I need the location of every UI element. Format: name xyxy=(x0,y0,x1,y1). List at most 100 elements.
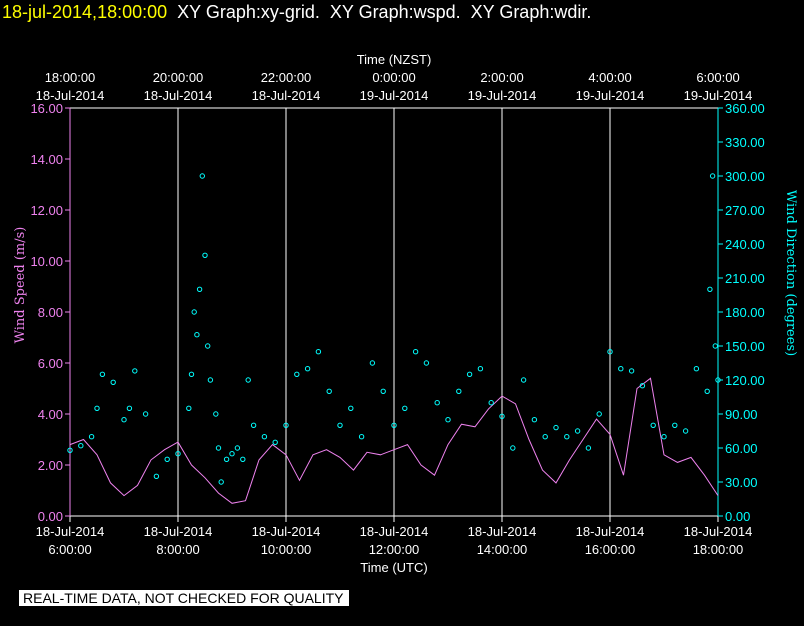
wind-direction-point xyxy=(99,371,106,377)
chart-header: 18-jul-2014,18:00:00 XY Graph:xy-grid. XY … xyxy=(0,0,804,30)
wind-direction-point xyxy=(126,405,133,411)
right-tick-label: 210.00 xyxy=(725,271,765,286)
right-tick-label: 270.00 xyxy=(725,203,765,218)
wind-direction-point xyxy=(553,424,559,431)
wind-direction-point xyxy=(661,434,667,440)
right-tick-label: 0.00 xyxy=(725,509,750,524)
wind-direction-point xyxy=(596,411,602,417)
right-tick-label: 60.00 xyxy=(725,441,758,456)
header-graph-1: XY Graph:xy-grid. xyxy=(177,2,320,22)
right-tick-label: 240.00 xyxy=(725,237,765,252)
top-tick-date: 18-Jul-2014 xyxy=(144,88,213,103)
bottom-tick-time: 16:00:00 xyxy=(585,542,636,557)
wind-direction-point xyxy=(234,445,241,451)
wind-direction-point xyxy=(358,434,365,440)
bottom-axis-label: Time (UTC) xyxy=(360,560,427,575)
top-tick-date: 19-Jul-2014 xyxy=(360,88,429,103)
top-tick-date: 18-Jul-2014 xyxy=(36,88,105,103)
bottom-tick-time: 10:00:00 xyxy=(261,542,312,557)
top-tick-date: 19-Jul-2014 xyxy=(684,88,753,103)
top-tick-time: 22:00:00 xyxy=(261,70,312,85)
wind-direction-point xyxy=(191,309,197,315)
wind-direction-point xyxy=(283,422,289,428)
wind-direction-point xyxy=(639,383,646,389)
wind-direction-point xyxy=(78,443,84,449)
left-axis-ticks: 0.00 2.00 4.00 6.00 8.00 10.00 12.00 14.00 16.00 xyxy=(30,101,70,524)
wind-direction-point xyxy=(672,422,678,428)
wind-direction-point xyxy=(391,422,397,428)
bottom-axis-ticks: 18-Jul-2014 6:00:00 18-Jul-2014 8:00:00 18-J… xyxy=(36,516,753,557)
wind-direction-point xyxy=(607,349,613,355)
left-tick-label: 12.00 xyxy=(30,203,63,218)
wind-direction-point xyxy=(194,332,200,338)
wind-direction-point xyxy=(153,473,160,479)
top-tick-time: 4:00:00 xyxy=(588,70,631,85)
wind-direction-point xyxy=(175,451,181,457)
wind-direction-point xyxy=(199,173,206,179)
wind-speed-series xyxy=(69,377,719,504)
wind-direction-point xyxy=(380,388,386,394)
bottom-tick-date: 18-Jul-2014 xyxy=(252,524,321,539)
wind-direction-point xyxy=(121,417,127,423)
bottom-tick-time: 18:00:00 xyxy=(693,542,744,557)
left-tick-label: 2.00 xyxy=(38,458,63,473)
wind-direction-point xyxy=(218,479,224,485)
wind-direction-point xyxy=(67,447,73,453)
left-tick-label: 8.00 xyxy=(38,305,63,320)
bottom-tick-time: 12:00:00 xyxy=(369,542,420,557)
wind-direction-point xyxy=(456,388,462,394)
left-tick-label: 0.00 xyxy=(38,509,63,524)
wind-direction-point xyxy=(712,343,718,349)
wind-direction-point xyxy=(294,371,300,377)
left-tick-label: 14.00 xyxy=(30,152,63,167)
wind-direction-point xyxy=(202,252,208,259)
wind-direction-point xyxy=(628,368,635,374)
wind-direction-point xyxy=(261,434,268,440)
top-tick-date: 18-Jul-2014 xyxy=(252,88,321,103)
wind-direction-point xyxy=(707,286,713,292)
wind-direction-point xyxy=(315,349,322,355)
wind-direction-point xyxy=(348,405,354,411)
wind-direction-point xyxy=(650,422,656,428)
bottom-tick-date: 18-Jul-2014 xyxy=(468,524,537,539)
wind-direction-point xyxy=(510,445,516,451)
wind-direction-point xyxy=(466,371,473,377)
left-axis-label: Wind Speed (m/s) xyxy=(13,227,28,344)
wind-direction-point xyxy=(110,379,116,385)
bottom-tick-date: 18-Jul-2014 xyxy=(576,524,645,539)
bottom-tick-date: 18-Jul-2014 xyxy=(36,524,105,539)
wind-direction-point xyxy=(531,417,538,423)
wind-direction-point xyxy=(186,405,192,411)
top-tick-time: 18:00:00 xyxy=(45,70,96,85)
wind-direction-point xyxy=(520,377,527,383)
wind-direction-point xyxy=(585,445,592,451)
header-graph-2: XY Graph:wspd. xyxy=(329,2,461,22)
right-tick-label: 180.00 xyxy=(725,305,765,320)
wind-direction-point xyxy=(229,451,235,457)
wind-direction-point xyxy=(326,388,332,394)
right-tick-label: 330.00 xyxy=(725,135,765,150)
wind-direction-series xyxy=(67,173,721,485)
wind-direction-point xyxy=(488,400,494,406)
wind-direction-point xyxy=(196,286,203,292)
wind-direction-point xyxy=(704,388,710,394)
top-axis-ticks: 18:00:00 18-Jul-2014 20:00:00 18-Jul-2014 22… xyxy=(36,70,753,103)
wind-direction-point xyxy=(88,434,95,440)
bottom-tick-date: 18-Jul-2014 xyxy=(144,524,213,539)
wind-direction-point xyxy=(564,434,570,440)
wind-direction-point xyxy=(499,413,505,419)
wind-direction-point xyxy=(412,349,419,355)
header-graph-3: XY Graph:wdir. xyxy=(470,2,592,22)
right-tick-label: 360.00 xyxy=(725,101,765,116)
wind-direction-point xyxy=(164,456,170,462)
wind-direction-point xyxy=(574,428,581,434)
bottom-tick-time: 8:00:00 xyxy=(156,542,199,557)
top-tick-time: 0:00:00 xyxy=(372,70,415,85)
bottom-tick-date: 18-Jul-2014 xyxy=(684,524,753,539)
wind-direction-point xyxy=(434,400,440,406)
wind-direction-point xyxy=(250,422,257,428)
wind-direction-point xyxy=(215,445,222,451)
right-tick-label: 90.00 xyxy=(725,407,758,422)
wind-direction-point xyxy=(402,405,408,411)
